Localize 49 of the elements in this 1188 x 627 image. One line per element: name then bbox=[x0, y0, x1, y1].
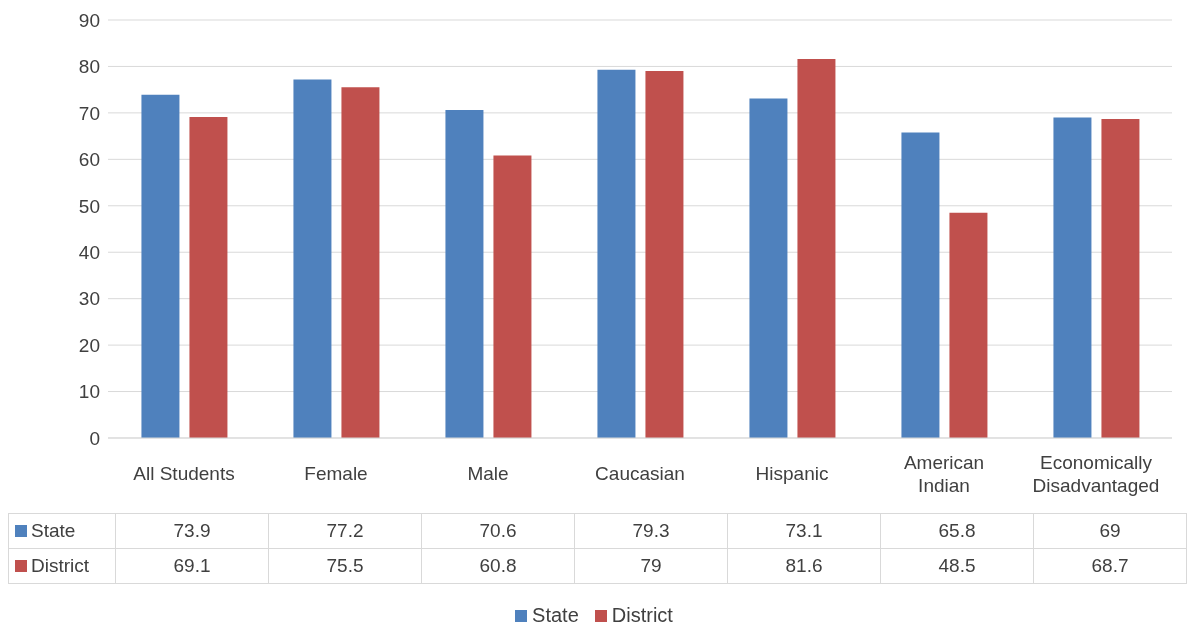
data-label: 79.3 bbox=[574, 513, 728, 549]
x-tick-label: Caucasian bbox=[595, 463, 685, 484]
text: State bbox=[532, 604, 579, 626]
data-label: 73.9 bbox=[115, 513, 269, 549]
legend-label: District bbox=[8, 548, 116, 584]
bar bbox=[949, 212, 988, 438]
data-label: 69.1 bbox=[115, 548, 269, 584]
bar bbox=[141, 94, 180, 438]
y-tick-label: 10 bbox=[78, 381, 100, 403]
y-tick-label: 90 bbox=[78, 9, 100, 31]
bar bbox=[293, 79, 332, 438]
bar bbox=[493, 155, 532, 438]
bar bbox=[645, 71, 684, 438]
x-tick-label: Economically Disadvantaged bbox=[1032, 452, 1160, 496]
data-label: 48.5 bbox=[880, 548, 1034, 584]
bar bbox=[901, 132, 940, 438]
data-label: 69 bbox=[1033, 513, 1187, 549]
data-label: 75.5 bbox=[268, 548, 422, 584]
data-label: 70.6 bbox=[421, 513, 575, 549]
data-label: 60.8 bbox=[421, 548, 575, 584]
y-tick-label: 40 bbox=[78, 241, 100, 263]
data-label: 77.2 bbox=[268, 513, 422, 549]
y-tick-label: 0 bbox=[89, 427, 100, 449]
x-tick-label: Hispanic bbox=[755, 463, 829, 484]
y-tick-label: 20 bbox=[78, 334, 100, 356]
bar bbox=[341, 87, 380, 438]
x-tick-label: Female bbox=[304, 463, 368, 484]
bar bbox=[749, 98, 788, 438]
x-tick-label: Male bbox=[467, 463, 509, 484]
bar bbox=[1101, 118, 1140, 438]
data-label: 68.7 bbox=[1033, 548, 1187, 584]
bar bbox=[445, 110, 484, 438]
bar bbox=[597, 69, 636, 438]
legend-label: State bbox=[8, 513, 116, 549]
y-tick-label: 60 bbox=[78, 149, 100, 171]
text: District bbox=[611, 604, 673, 626]
bar bbox=[1053, 117, 1092, 438]
y-tick-label: 80 bbox=[78, 56, 100, 78]
data-label: 73.1 bbox=[727, 513, 881, 549]
bar bbox=[797, 59, 836, 438]
data-label: 81.6 bbox=[727, 548, 881, 584]
data-label: 65.8 bbox=[880, 513, 1034, 549]
y-tick-label: 50 bbox=[78, 195, 100, 217]
y-tick-label: 70 bbox=[78, 102, 100, 124]
y-tick-label: 30 bbox=[78, 288, 100, 310]
x-tick-label: All Students bbox=[133, 463, 235, 484]
x-tick-label: American Indian bbox=[903, 452, 985, 496]
data-label: 79 bbox=[574, 548, 728, 584]
bar bbox=[189, 117, 228, 438]
